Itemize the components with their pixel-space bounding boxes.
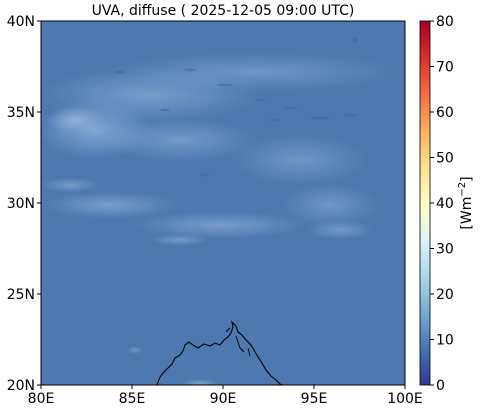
x-tick-label: 85E: [119, 391, 146, 407]
x-tick-label: 95E: [301, 391, 328, 407]
x-tick-label: 80E: [28, 391, 55, 407]
cloud-patch: [150, 234, 210, 246]
cloud-patch: [41, 191, 180, 219]
map-title: UVA, diffuse ( 2025-12-05 09:00 UTC): [92, 3, 355, 19]
y-tick-label: 40N: [7, 14, 35, 30]
cloud-patch: [45, 106, 105, 134]
cloud-patch: [280, 183, 380, 227]
colorbar-gradient: [419, 20, 431, 386]
colorbar-ticks: 0 10 20 30 40 50 60 70 80: [430, 14, 454, 394]
coastline: [156, 320, 284, 385]
cloud-patch: [41, 177, 100, 193]
y-tick-label: 20N: [7, 378, 35, 394]
colorbar: 0 10 20 30 40 50 60 70 80 [Wm−2]: [419, 14, 475, 394]
x-axis-ticks: 80E 85E 90E 95E 100E: [28, 385, 423, 407]
cloud-patch: [230, 134, 370, 186]
cloud-field: [41, 37, 405, 385]
cloud-patch: [100, 118, 260, 162]
shadow-speckles: [114, 37, 358, 177]
cloud-patch: [305, 220, 375, 240]
colorbar-label: [Wm−2]: [457, 176, 475, 229]
cloud-patch: [182, 379, 218, 385]
coastline-detail: [225, 327, 251, 357]
x-tick-label: 100E: [387, 391, 423, 407]
x-tick-label: 90E: [210, 391, 237, 407]
cloud-patch: [130, 211, 310, 239]
y-tick-label: 30N: [7, 196, 35, 212]
y-tick-label: 25N: [7, 287, 35, 303]
colorbar-tick-label: 10: [436, 333, 454, 349]
y-axis-ticks: 20N 25N 30N 35N 40N: [7, 14, 41, 394]
cloud-patch: [127, 346, 143, 354]
colorbar-tick-label: 80: [436, 14, 454, 30]
map-panel: [40, 20, 406, 386]
cloud-patch: [105, 52, 405, 92]
colorbar-tick-label: 60: [436, 105, 454, 121]
colorbar-tick-label: 30: [436, 242, 454, 258]
colorbar-tick-label: 40: [436, 196, 454, 212]
colorbar-tick-label: 70: [436, 60, 454, 76]
colorbar-tick-label: 50: [436, 151, 454, 167]
colorbar-tick-label: 0: [436, 378, 445, 394]
y-tick-label: 35N: [7, 105, 35, 121]
colorbar-tick-label: 20: [436, 287, 454, 303]
